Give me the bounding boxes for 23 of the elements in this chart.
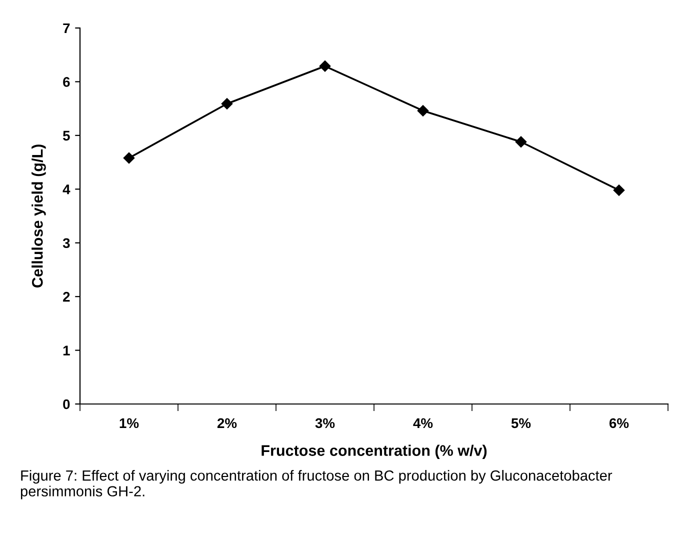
y-tick-label: 3 (62, 238, 70, 248)
point (221, 98, 233, 110)
point (613, 184, 625, 196)
y-tick-label: 0 (63, 399, 70, 410)
x-axis-title: Fructose concentration (% w/v) (262, 444, 487, 459)
x-tick-label: 3% (315, 418, 335, 428)
point (123, 152, 135, 164)
x-tick-label: 2% (217, 418, 237, 428)
x-tick-label: 4% (413, 418, 433, 428)
point (515, 136, 527, 148)
y-tick-label: 6 (63, 77, 70, 87)
y-tick-label: 4 (62, 184, 70, 194)
y-tick-label: 5 (62, 130, 70, 141)
x-tick-label: 1% (120, 418, 139, 428)
y-tick-label: 7 (63, 23, 70, 34)
y-axis-title: Cellulose yield (g/L) (32, 144, 46, 288)
x-tick-label: 6% (609, 418, 629, 428)
y-tick-label: 1 (63, 346, 70, 356)
caption: Figure 7: Effect of varying concentration of fructose on BC production by Gluconacetobacter persimmonis GH-2. (20, 470, 612, 500)
point (319, 60, 331, 72)
x-tick-label: 5% (511, 418, 531, 428)
point (417, 105, 429, 116)
y-tick-label: 2 (63, 292, 70, 302)
